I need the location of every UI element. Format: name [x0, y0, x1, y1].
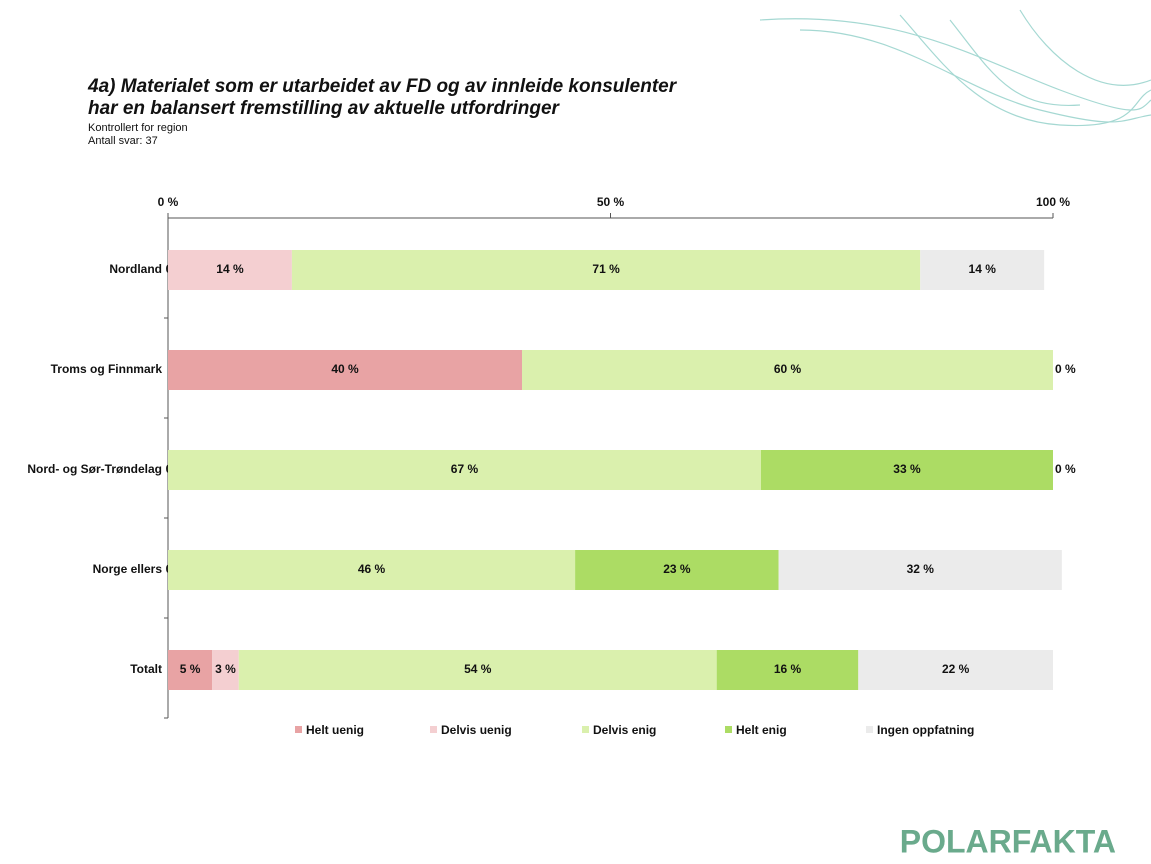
data-label: 5 % [180, 662, 201, 676]
y-tick-label: Nord- og Sør-Trøndelag [27, 462, 162, 476]
legend-label: Ingen oppfatning [877, 723, 974, 737]
legend-label: Helt uenig [306, 723, 364, 737]
chart-title: 4a) Materialet som er utarbeidet av FD o… [87, 76, 678, 97]
data-label: 14 % [969, 262, 997, 276]
y-tick-label: Norge ellers [93, 562, 163, 576]
data-label: 14 % [216, 262, 244, 276]
data-label: 40 % [331, 362, 359, 376]
y-tick-label: Troms og Finnmark [51, 362, 163, 376]
data-label: 54 % [464, 662, 492, 676]
data-label: 3 % [215, 662, 236, 676]
legend-label: Delvis enig [593, 723, 656, 737]
y-tick-label: Nordland [109, 262, 162, 276]
data-label: 23 % [663, 562, 691, 576]
decoration [760, 10, 1151, 126]
x-tick-label: 0 % [158, 195, 179, 209]
subtitle: Kontrollert for region [88, 122, 188, 134]
data-label: 46 % [358, 562, 386, 576]
x-tick-label: 50 % [597, 195, 625, 209]
y-tick-label: Totalt [130, 662, 162, 676]
data-label: 0 % [1055, 462, 1076, 476]
legend-swatch [725, 726, 732, 733]
data-label: 71 % [592, 262, 620, 276]
legend-swatch [582, 726, 589, 733]
x-tick-label: 100 % [1036, 195, 1070, 209]
legend-swatch [295, 726, 302, 733]
data-label: 60 % [774, 362, 802, 376]
data-label: 22 % [942, 662, 970, 676]
data-label: 0 % [1055, 362, 1076, 376]
legend-label: Helt enig [736, 723, 787, 737]
chart-title: har en balansert fremstilling av aktuell… [88, 98, 561, 119]
legend-label: Delvis uenig [441, 723, 512, 737]
legend-swatch [866, 726, 873, 733]
data-label: 16 % [774, 662, 802, 676]
chart: 4a) Materialet som er utarbeidet av FD o… [0, 0, 1151, 864]
data-label: 67 % [451, 462, 479, 476]
page: 4a) Materialet som er utarbeidet av FD o… [0, 0, 1151, 864]
logo: POLARFAKTA [900, 823, 1116, 859]
legend-swatch [430, 726, 437, 733]
data-label: 32 % [907, 562, 935, 576]
subtitle: Antall svar: 37 [88, 135, 158, 147]
data-label: 33 % [893, 462, 921, 476]
